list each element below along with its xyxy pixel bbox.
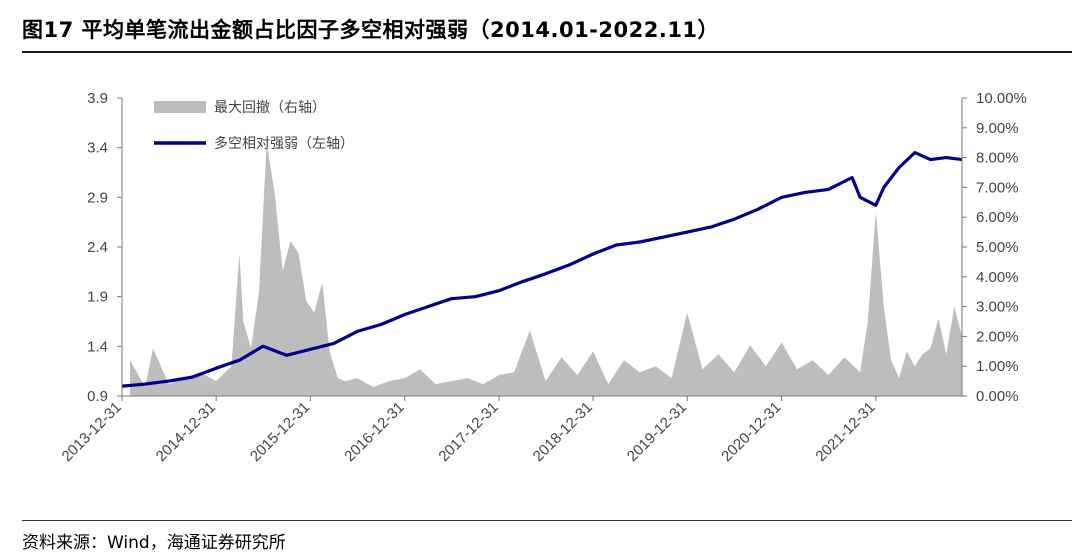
x-tick-label: 2014-12-31	[153, 399, 219, 465]
right-tick-label: 7.00%	[976, 179, 1019, 196]
strength-line	[121, 151, 963, 388]
x-tick-label: 2015-12-31	[247, 399, 313, 465]
left-tick-label: 1.4	[87, 338, 108, 355]
left-tick-label: 2.4	[87, 239, 108, 256]
left-tick-label: 3.9	[87, 90, 108, 107]
right-tick-label: 5.00%	[976, 239, 1019, 256]
right-tick-label: 10.00%	[976, 90, 1027, 107]
chart-svg: 10.00% 9.00% 8.00% 7.00% 6.00% 5.00% 4.00% 3.00…	[59, 90, 1027, 465]
figure-title: 图17 平均单笔流出金额占比因子多空相对强弱（2014.01-2022.11）	[22, 18, 720, 42]
drawdown-area	[130, 142, 962, 396]
left-tick-label: 1.9	[87, 289, 108, 306]
left-tick-label: 0.9	[87, 388, 108, 405]
x-tick-label: 2018-12-31	[530, 399, 596, 465]
legend-drawdown-swatch	[154, 101, 206, 113]
x-tick-label: 2016-12-31	[341, 399, 407, 465]
footer-rule	[22, 520, 1072, 521]
x-tick-label: 2017-12-31	[435, 399, 501, 465]
legend-strength-label: 多空相对强弱（左轴）	[214, 135, 354, 152]
x-tick-label: 2020-12-31	[718, 399, 784, 465]
legend: 最大回撤（右轴） 多空相对强弱（左轴）	[154, 100, 354, 152]
x-tick-label: 2013-12-31	[59, 399, 125, 465]
x-tick-label: 2019-12-31	[624, 399, 690, 465]
left-tick-label: 2.9	[87, 189, 108, 206]
x-tick-label: 2021-12-31	[812, 399, 878, 465]
source-note: 资料来源：Wind，海通证券研究所	[22, 533, 286, 553]
left-tick-label: 3.4	[87, 140, 108, 157]
right-tick-label: 8.00%	[976, 150, 1019, 167]
title-rule	[22, 51, 1072, 53]
axes	[121, 98, 963, 397]
right-tick-label: 9.00%	[976, 120, 1019, 137]
right-tick-label: 3.00%	[976, 299, 1019, 316]
strength-line-layer	[121, 151, 963, 388]
right-tick-label: 2.00%	[976, 328, 1019, 345]
right-tick-label: 0.00%	[976, 388, 1019, 405]
right-axis-ticks: 10.00% 9.00% 8.00% 7.00% 6.00% 5.00% 4.00% 3.00…	[962, 90, 1027, 405]
right-tick-label: 6.00%	[976, 209, 1019, 226]
x-axis-ticks: 2013-12-31 2014-12-31 2015-12-31 2016-12-31…	[59, 396, 879, 465]
left-axis-ticks: 3.9 3.4 2.9 2.4 1.9 1.4 0.9	[87, 90, 122, 405]
drawdown-area-layer	[130, 142, 962, 396]
right-tick-label: 1.00%	[976, 358, 1019, 375]
legend-drawdown-label: 最大回撤（右轴）	[214, 100, 326, 116]
right-tick-label: 4.00%	[976, 269, 1019, 286]
